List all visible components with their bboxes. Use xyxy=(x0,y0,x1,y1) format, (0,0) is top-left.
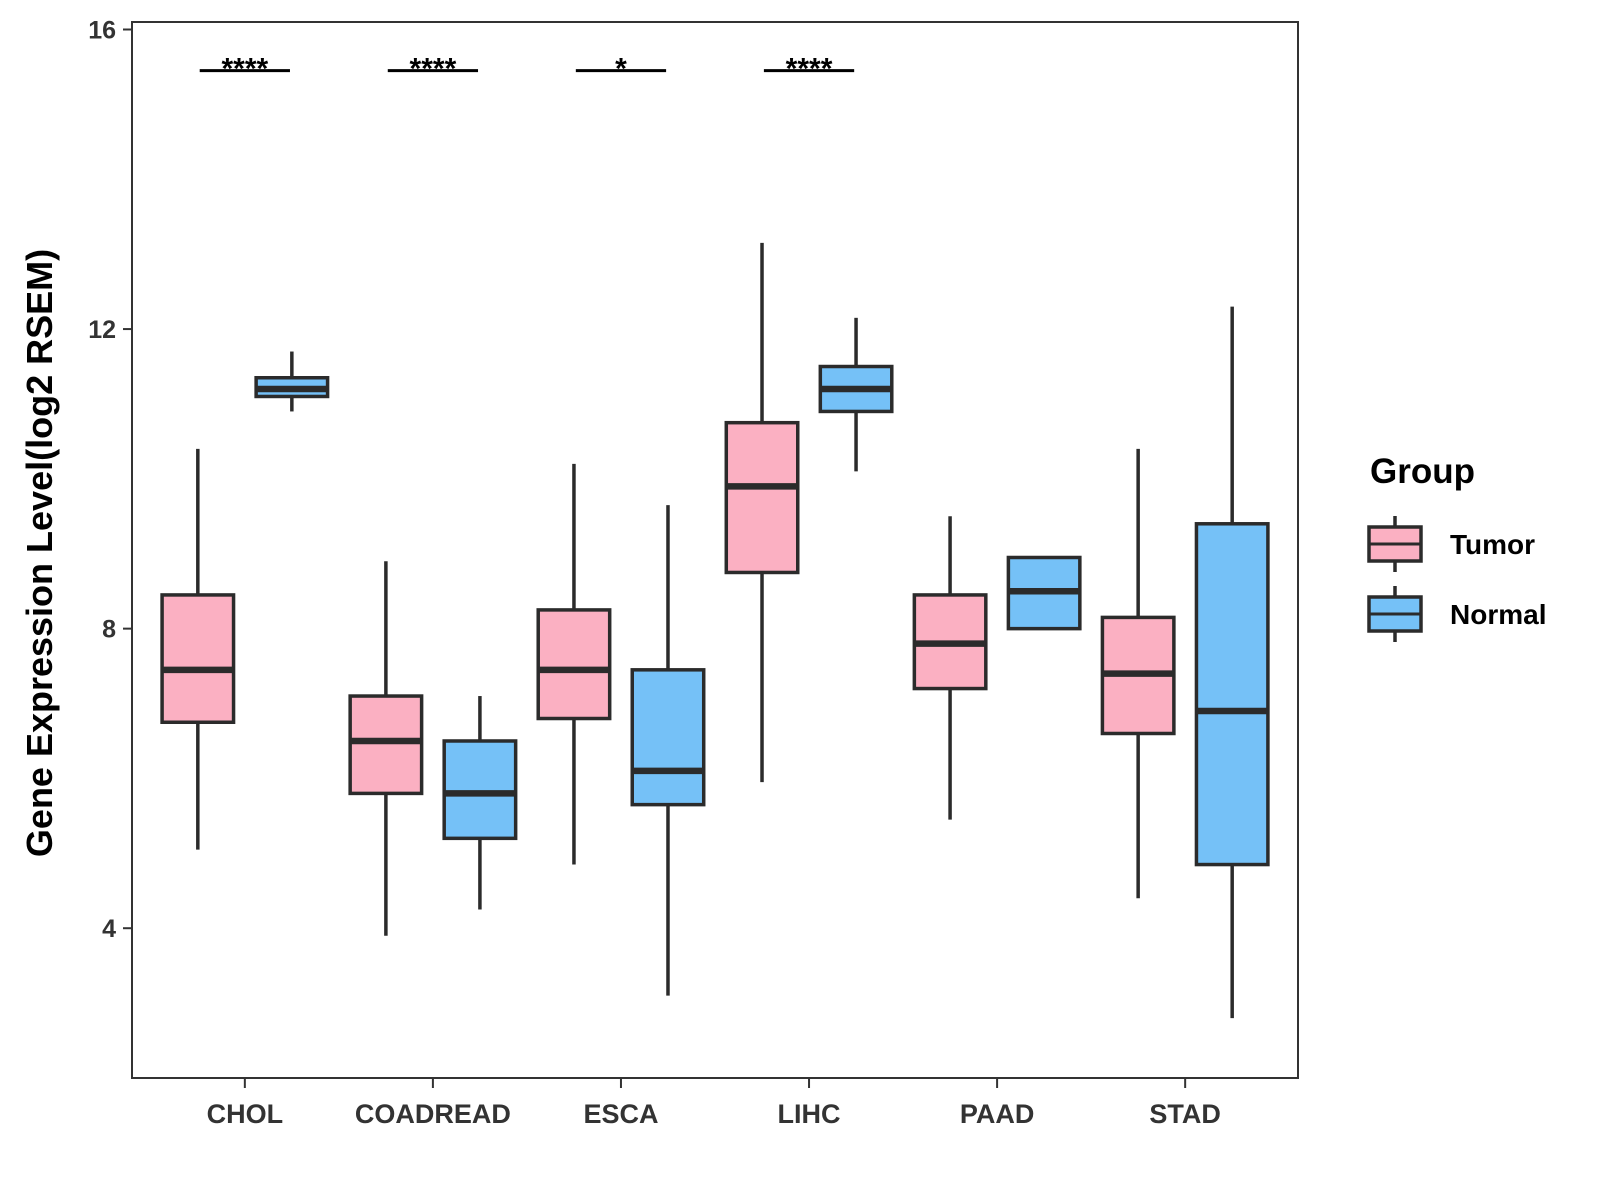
box-body xyxy=(536,608,612,721)
box-tumor-paad xyxy=(912,516,988,820)
x-tick-label: CHOL xyxy=(207,1099,284,1129)
legend-title: Group xyxy=(1370,452,1475,491)
legend-label-normal: Normal xyxy=(1450,599,1546,630)
box-body xyxy=(348,694,424,796)
box-tumor-lihc xyxy=(724,242,800,783)
y-axis-label: Gene Expression Level(log2 RSEM) xyxy=(19,249,60,857)
x-tick-label: PAAD xyxy=(960,1099,1035,1129)
box-tumor-chol xyxy=(160,448,236,850)
x-tick-label: STAD xyxy=(1149,1099,1221,1129)
box-normal-chol xyxy=(254,351,330,412)
box-normal-esca xyxy=(630,505,706,996)
significance-label: * xyxy=(615,53,627,86)
box-body xyxy=(1194,522,1270,867)
box-tumor-coadread xyxy=(348,561,424,936)
legend-label-tumor: Tumor xyxy=(1450,529,1535,560)
box-tumor-stad xyxy=(1100,448,1176,899)
legend-item-tumor: Tumor xyxy=(1367,516,1535,572)
box-normal-coadread xyxy=(442,696,518,910)
box-tumor-esca xyxy=(536,463,612,865)
x-tick-label: COADREAD xyxy=(355,1099,511,1129)
y-tick-label: 12 xyxy=(88,316,116,344)
significance-label: **** xyxy=(221,53,268,86)
legend-item-normal: Normal xyxy=(1367,586,1546,642)
x-tick-label: ESCA xyxy=(583,1099,658,1129)
box-normal-paad xyxy=(1006,555,1082,631)
plot-panel-border xyxy=(131,21,1299,1079)
box-normal-stad xyxy=(1194,306,1270,1019)
y-tick-label: 4 xyxy=(102,915,116,943)
x-tick-label: LIHC xyxy=(778,1099,841,1129)
box-body xyxy=(160,593,236,725)
significance-label: **** xyxy=(410,53,457,86)
significance-label: **** xyxy=(786,53,833,86)
legend: Group Tumor Normal xyxy=(1367,452,1546,642)
y-tick-label: 16 xyxy=(88,16,116,44)
box-body xyxy=(442,739,518,841)
box-normal-lihc xyxy=(818,317,894,472)
box-body xyxy=(724,420,800,575)
box-body xyxy=(630,668,706,807)
y-tick-label: 8 xyxy=(102,616,116,644)
